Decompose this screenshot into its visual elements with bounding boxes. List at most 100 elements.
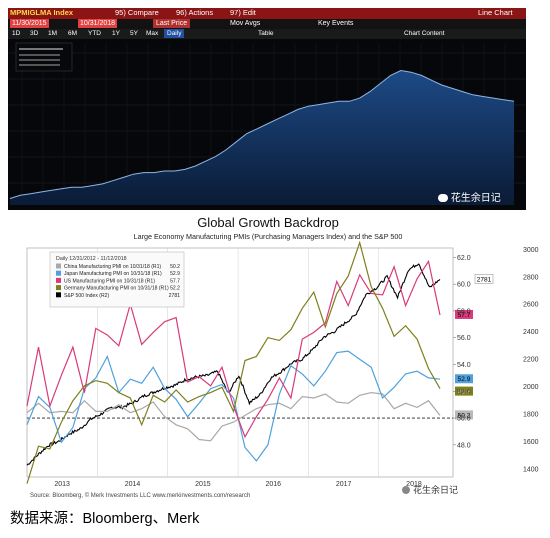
pmi-tick-label: 52.0 xyxy=(457,389,471,396)
key-events-option[interactable]: Key Events xyxy=(318,20,354,27)
pmi-tick-label: 56.0 xyxy=(457,335,471,342)
window-title: Line Chart xyxy=(478,8,513,17)
spx-tick-label: 3000 xyxy=(523,247,539,254)
period-button-6m[interactable]: 6M xyxy=(68,30,78,37)
source-note: Source: Bloomberg, © Merk Investments LL… xyxy=(30,492,250,499)
spx-tick-label: 2800 xyxy=(523,274,539,281)
legend-swatch xyxy=(56,277,61,283)
series-line-us xyxy=(26,259,441,439)
merk-chart: Global Growth Backdrop Large Economy Man… xyxy=(26,215,539,499)
last-value-text: 57.7 xyxy=(458,312,471,319)
caption: 数据来源：Bloomberg、Merk xyxy=(10,511,200,527)
bbg-series-line xyxy=(9,69,515,199)
bbg-chart-area xyxy=(8,39,526,210)
legend-box xyxy=(49,251,185,308)
spx-tick-label: 2200 xyxy=(523,357,539,364)
x-tick-label: 2018 xyxy=(406,481,422,488)
actions-button[interactable]: 96) Actions xyxy=(176,8,214,17)
legend-header: Daily 12/31/2012 - 11/12/2018 xyxy=(56,256,127,262)
mov-avgs-option[interactable]: Mov Avgs xyxy=(230,20,261,27)
legend-value: 52.2 xyxy=(170,286,180,292)
last-value-text: 50.2 xyxy=(458,412,471,419)
ticker-label: MPMIGLMA Index xyxy=(10,8,74,17)
compare-button[interactable]: 95) Compare xyxy=(115,8,159,17)
legend-label: Germany Manufacturing PMI on 10/31/18 (R… xyxy=(64,286,169,292)
last-value-text: 52.2 xyxy=(458,389,471,396)
legend-label: Japan Manufacturing PMI on 10/31/18 (R1) xyxy=(64,271,162,277)
legend-swatch xyxy=(56,263,61,269)
frequency-select[interactable]: Daily xyxy=(164,29,185,38)
series-line-sp500 xyxy=(26,263,441,466)
period-button-1d[interactable]: 1D xyxy=(12,30,21,37)
series-line-japan xyxy=(26,350,441,462)
spx-tick-label: 2000 xyxy=(523,384,539,391)
chart-watermark: 花生余日记 xyxy=(413,484,458,495)
bbg-watermark: 花生余日记 xyxy=(438,189,501,204)
legend-label: S&P 500 Index (R2) xyxy=(64,293,110,299)
chart-content-button[interactable]: Chart Content xyxy=(404,30,445,37)
bloomberg-panel: MPMIGLMA Index 95) Compare 96) Actions 9… xyxy=(8,8,526,210)
period-button-1y[interactable]: 1Y xyxy=(112,30,120,37)
pmi-tick-label: 60.0 xyxy=(457,282,471,289)
x-tick-label: 2017 xyxy=(336,481,352,488)
pmi-tick-label: 58.0 xyxy=(457,308,471,315)
legend-swatch xyxy=(56,292,61,298)
wechat-icon xyxy=(402,486,410,494)
legend-value: 52.9 xyxy=(170,271,180,277)
last-value-labels: 50.2 52.9 57.7 52.2 2781 xyxy=(455,274,494,420)
legend-entries: China Manufacturing PMI on 10/31/18 (R1)… xyxy=(56,263,180,299)
period-button-1m[interactable]: 1M xyxy=(48,30,58,37)
table-button[interactable]: Table xyxy=(258,30,274,37)
legend-value: 2781 xyxy=(169,293,180,299)
x-tick-label: 2016 xyxy=(265,481,281,488)
bbg-watermark-text: 花生余日记 xyxy=(450,193,501,204)
legend-value: 57.7 xyxy=(170,278,180,284)
series-lines xyxy=(26,240,441,484)
spx-tick-label: 1600 xyxy=(523,439,539,446)
bbg-period-bar xyxy=(8,29,526,39)
last-value-badge xyxy=(455,309,473,319)
price-field-select[interactable]: Last Price xyxy=(153,19,191,28)
start-date-field[interactable]: 11/30/2015 xyxy=(10,19,49,28)
last-value-text: 2781 xyxy=(477,276,492,283)
period-button-ytd[interactable]: YTD xyxy=(88,30,101,37)
spx-tick-label: 1800 xyxy=(523,411,539,418)
last-value-badge xyxy=(455,374,473,384)
chart-subtitle: Large Economy Manufacturing PMIs (Purcha… xyxy=(134,232,403,241)
last-value-text: 52.9 xyxy=(458,376,471,383)
spx-tick-label: 2600 xyxy=(523,302,539,309)
x-tick-label: 2015 xyxy=(195,481,211,488)
last-value-badge xyxy=(455,410,473,420)
legend-swatch xyxy=(56,270,61,276)
spx-tick-label: 2400 xyxy=(523,329,539,336)
series-line-germany xyxy=(26,240,441,484)
legend-value: 50.2 xyxy=(170,264,180,270)
pmi-tick-label: 48.0 xyxy=(457,442,471,449)
pmi-tick-label: 62.0 xyxy=(457,255,471,262)
x-tick-label: 2014 xyxy=(125,481,141,488)
pmi-axis-ticks: 48.0 50.0 52.0 54.0 56.0 58.0 60.0 62.0 xyxy=(453,255,471,449)
x-axis-ticks: 2013 2014 2015 2016 2017 2018 xyxy=(54,481,421,488)
series-line-china xyxy=(26,391,441,442)
period-button-5y[interactable]: 5Y xyxy=(130,30,138,37)
edit-button[interactable]: 97) Edit xyxy=(230,8,256,17)
bbg-date-bar xyxy=(8,19,526,29)
legend-swatch xyxy=(56,285,61,291)
legend-label: US Manufacturing PMI on 10/31/18 (R1) xyxy=(64,278,155,284)
bbg-title-bar xyxy=(8,8,526,19)
bbg-legend-box xyxy=(15,42,73,72)
spx-axis-ticks: 1400 1600 1800 2000 2200 2400 2600 2800 3000 xyxy=(523,247,539,473)
last-value-badge xyxy=(474,274,494,284)
pmi-tick-label: 54.0 xyxy=(457,362,471,369)
spx-tick-label: 1400 xyxy=(523,466,539,473)
legend-label: China Manufacturing PMI on 10/31/18 (R1) xyxy=(64,264,161,270)
period-button-3d[interactable]: 3D xyxy=(30,30,39,37)
wechat-icon xyxy=(438,194,448,203)
pmi-tick-label: 50.0 xyxy=(457,416,471,423)
last-value-badge xyxy=(455,386,473,396)
bbg-area-fill xyxy=(10,70,514,205)
chart-title: Global Growth Backdrop xyxy=(197,215,339,230)
period-button-max[interactable]: Max xyxy=(146,30,159,37)
end-date-field[interactable]: 10/31/2018 xyxy=(78,19,118,28)
x-tick-label: 2013 xyxy=(54,481,70,488)
